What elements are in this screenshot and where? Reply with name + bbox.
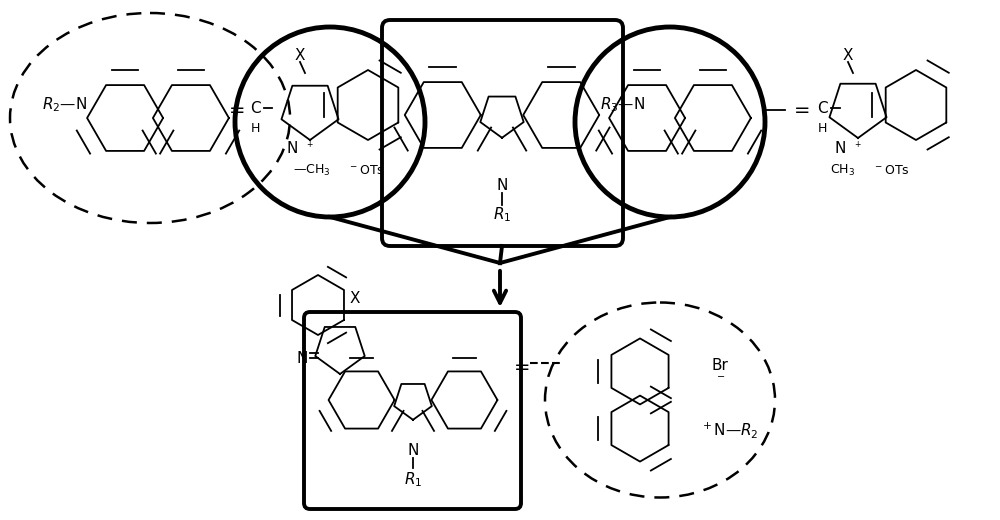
Text: $R_1$: $R_1$ (404, 471, 422, 489)
Text: $^+$N—$R_2$: $^+$N—$R_2$ (700, 420, 759, 440)
Text: N: N (297, 350, 308, 366)
Text: N: N (834, 140, 846, 155)
Text: $^-$OTs: $^-$OTs (348, 163, 385, 176)
Text: $^+$: $^+$ (305, 140, 314, 150)
Text: X: X (843, 47, 853, 62)
Text: H: H (250, 122, 260, 135)
Text: CH$_3$: CH$_3$ (830, 162, 855, 177)
Text: $=$: $=$ (790, 98, 810, 118)
Text: $=$: $=$ (510, 356, 530, 374)
Text: X: X (295, 47, 305, 62)
Text: $=$: $=$ (225, 98, 245, 118)
Text: X: X (350, 291, 360, 306)
Text: $R_1$: $R_1$ (493, 205, 511, 224)
Text: C: C (250, 100, 260, 115)
Text: $^+$: $^+$ (853, 140, 862, 150)
Text: $^-$: $^-$ (714, 373, 726, 387)
Text: H: H (817, 122, 827, 135)
Text: $R_3$—N: $R_3$—N (600, 96, 645, 114)
Text: C: C (817, 100, 827, 115)
Text: N: N (407, 443, 419, 458)
Text: —CH$_3$: —CH$_3$ (293, 162, 331, 177)
Text: $R_2$—N: $R_2$—N (42, 96, 87, 114)
Text: N: N (286, 140, 298, 155)
Text: Br: Br (712, 358, 728, 372)
Text: $^-$OTs: $^-$OTs (873, 163, 910, 176)
Text: N: N (496, 177, 508, 192)
